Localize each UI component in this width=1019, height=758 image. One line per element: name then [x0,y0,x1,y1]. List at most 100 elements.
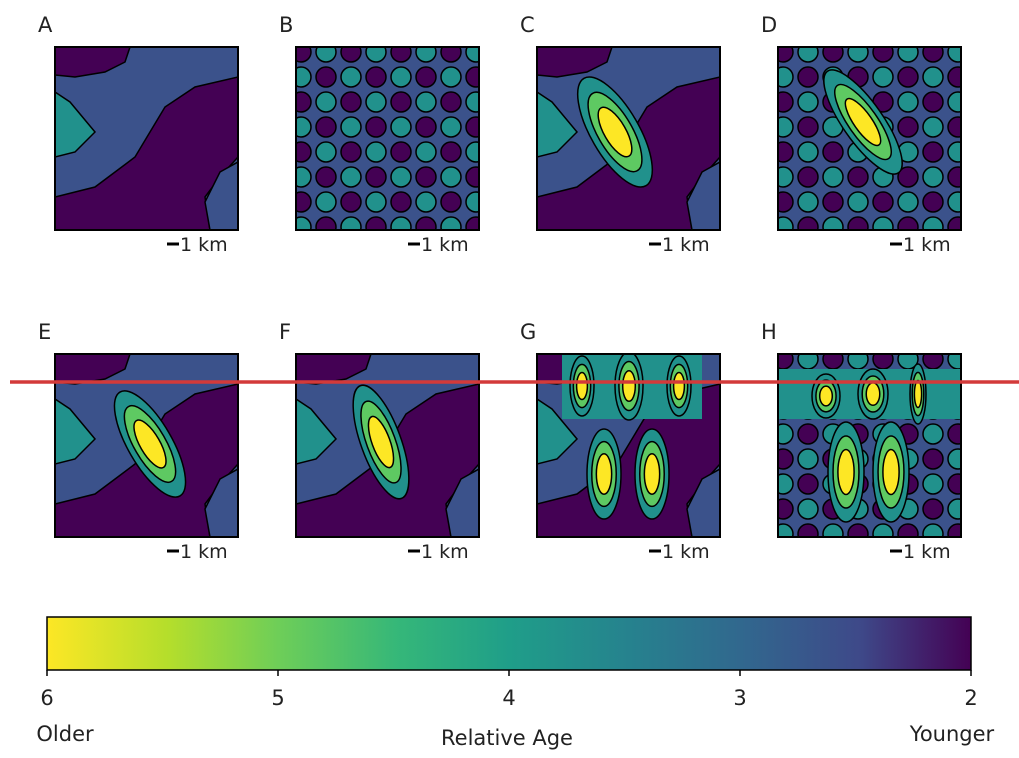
region [947,141,961,163]
region [390,116,412,138]
panel-label: H [761,320,777,344]
contour-map [778,47,961,230]
region [340,191,362,213]
region [465,116,479,138]
region [440,216,462,230]
region [315,141,337,163]
scale-label: 1 km [903,234,951,256]
region [340,91,362,113]
region [922,116,944,138]
region [340,166,362,188]
region [365,47,387,63]
region [537,91,579,158]
region [315,216,337,230]
contour-map [55,47,238,230]
region [947,473,961,495]
scale-label: 1 km [421,234,469,256]
region [315,66,337,88]
region [296,91,312,113]
region [686,161,720,230]
panel-label: B [279,13,293,37]
region [390,91,412,113]
region [778,473,794,495]
region [822,141,844,163]
region [340,141,362,163]
region [847,216,869,230]
region [797,47,819,63]
region [465,91,479,113]
region [778,448,794,470]
contour [882,448,900,496]
region [465,66,479,88]
region [390,47,412,63]
contour [575,371,589,401]
panel-frame [54,353,239,538]
region [897,166,919,188]
region [296,141,312,163]
region [296,166,312,188]
region [947,448,961,470]
panel-frame [295,353,480,538]
region [897,91,919,113]
region [204,161,238,230]
colorbar-max-label: Younger [909,722,995,746]
region [296,398,338,465]
contour [672,371,686,401]
region [778,354,794,370]
region [897,116,919,138]
region [922,498,944,520]
region [822,523,844,537]
region [415,191,437,213]
region [947,498,961,520]
region [365,166,387,188]
region [537,47,613,78]
region [390,66,412,88]
region [797,141,819,163]
contour [595,453,613,495]
scale-label: 1 km [662,541,710,563]
region [415,141,437,163]
region [440,91,462,113]
region [55,91,97,158]
region [797,66,819,88]
region [922,191,944,213]
region [340,66,362,88]
region [947,191,961,213]
region [415,66,437,88]
contour [837,448,855,496]
region [822,191,844,213]
region [296,116,312,138]
region [55,354,131,385]
panel-frame [295,46,480,231]
colorbar-min-label: Older [36,722,94,746]
contour-map [778,354,961,537]
region [922,47,944,63]
contour [367,415,395,469]
region [797,448,819,470]
region [847,354,869,370]
region [315,166,337,188]
contour [818,385,834,407]
region [778,91,794,113]
region [922,166,944,188]
region [55,47,131,78]
region [315,91,337,113]
region [415,47,437,63]
region [440,141,462,163]
panel-label: C [520,13,535,37]
scale-label: 1 km [180,541,228,563]
region [365,91,387,113]
region [922,91,944,113]
region [296,216,312,230]
region [922,423,944,445]
region [922,216,944,230]
region [797,191,819,213]
region [440,116,462,138]
region [897,191,919,213]
region [847,191,869,213]
region [947,354,961,370]
region [415,166,437,188]
region [778,216,794,230]
contour [597,106,633,158]
